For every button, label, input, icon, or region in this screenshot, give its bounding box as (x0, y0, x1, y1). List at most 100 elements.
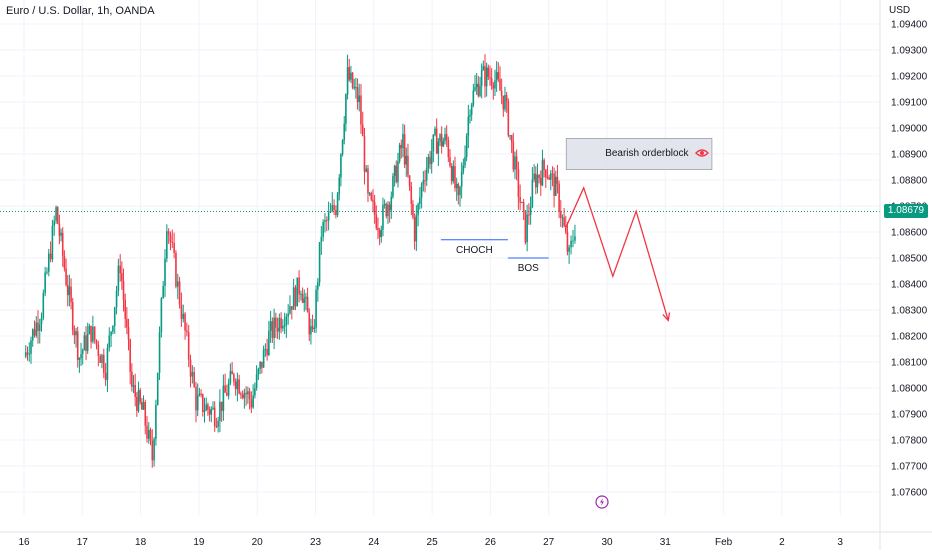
candle-body (38, 324, 41, 332)
candle-body (81, 350, 84, 355)
candle-body (494, 80, 496, 89)
x-tick-label: 16 (18, 537, 30, 548)
y-tick-label: 1.08000 (891, 384, 928, 395)
candle-body (383, 203, 386, 205)
candle-body (519, 196, 521, 203)
candle-body (490, 77, 493, 86)
candle-body (551, 173, 554, 175)
candle-body (358, 95, 361, 103)
candle-body (367, 168, 369, 194)
candle-body (388, 204, 391, 211)
candle-body (377, 228, 379, 231)
y-tick-label: 1.08600 (891, 228, 928, 239)
candle-body (56, 207, 59, 224)
candle-body (449, 157, 451, 166)
candle-body (479, 85, 481, 96)
candle-body (141, 401, 143, 410)
candle-body (410, 186, 413, 204)
candle-body (40, 318, 43, 325)
candle-body (402, 134, 404, 149)
candle-body (289, 306, 291, 314)
candle-body (220, 401, 223, 411)
candle-body (422, 180, 425, 185)
candle-body (47, 253, 50, 272)
candle-body (55, 207, 57, 221)
orderblock-zone (565, 138, 713, 170)
candle-body (361, 124, 364, 137)
candle-body (336, 194, 339, 216)
y-tick-label: 1.07800 (891, 436, 928, 447)
candle-body (528, 214, 530, 216)
candle-body (201, 394, 204, 412)
candle-body (283, 325, 286, 327)
candle-body (73, 330, 76, 336)
candle-body (338, 177, 341, 195)
candle-body (226, 392, 228, 396)
candle-body (543, 160, 545, 170)
candle-body (86, 334, 89, 351)
candle-body (24, 352, 27, 357)
candle-body (303, 298, 306, 303)
candle-body (146, 425, 148, 439)
candle-body (531, 179, 534, 208)
candle-body (85, 335, 87, 351)
candle-body (259, 361, 261, 370)
orderblock-annotation[interactable]: Bearish orderblock (566, 138, 712, 169)
candle-body (169, 234, 172, 242)
candle-body (271, 321, 274, 338)
candle-body (102, 354, 105, 373)
candle-body (408, 175, 411, 187)
bos-label: BOS (518, 263, 539, 274)
candle-body (484, 66, 486, 87)
candle-body (308, 312, 311, 335)
lightning-icon[interactable] (595, 495, 609, 509)
candle-body (257, 369, 260, 375)
candle-body (219, 401, 221, 421)
candle-body (166, 231, 168, 259)
candle-body (311, 326, 314, 330)
candle-body (83, 335, 86, 351)
candle-body (248, 391, 251, 400)
y-tick-label: 1.08100 (891, 358, 928, 369)
candle-body (345, 94, 347, 124)
x-tick-label: 27 (543, 537, 555, 548)
candle-body (255, 374, 258, 389)
candle-body (465, 135, 468, 157)
candle-body (305, 296, 307, 299)
y-tick-label: 1.09100 (891, 98, 928, 109)
candle-body (474, 87, 476, 91)
candle-body (420, 184, 423, 198)
candle-body (405, 155, 408, 165)
candle-body (544, 169, 547, 178)
candle-body (467, 116, 470, 136)
y-tick-label: 1.08800 (891, 176, 928, 187)
candle-body (400, 144, 403, 149)
candle-body (417, 204, 419, 216)
eye-icon[interactable] (695, 148, 710, 158)
candle-body (66, 284, 69, 296)
candle-body (151, 440, 154, 461)
candle-body (80, 354, 82, 359)
candle-body (134, 385, 136, 397)
candle-body (472, 90, 475, 105)
candle-body (60, 232, 62, 236)
candle-body (46, 271, 48, 273)
candle-body (360, 95, 362, 125)
x-tick-label: 31 (660, 537, 672, 548)
candle-body (315, 289, 317, 328)
candle-body (375, 214, 378, 229)
candle-body (176, 281, 179, 287)
candle-body (90, 325, 92, 342)
candle-body (492, 85, 495, 89)
candle-body (429, 157, 431, 165)
candle-body (372, 199, 374, 202)
candle-body (340, 154, 342, 178)
y-tick-label: 1.08900 (891, 150, 928, 161)
candle-body (269, 321, 272, 331)
candle-body (65, 268, 67, 285)
candle-body (521, 202, 523, 204)
candle-body (147, 429, 150, 439)
candle-body (37, 322, 39, 332)
